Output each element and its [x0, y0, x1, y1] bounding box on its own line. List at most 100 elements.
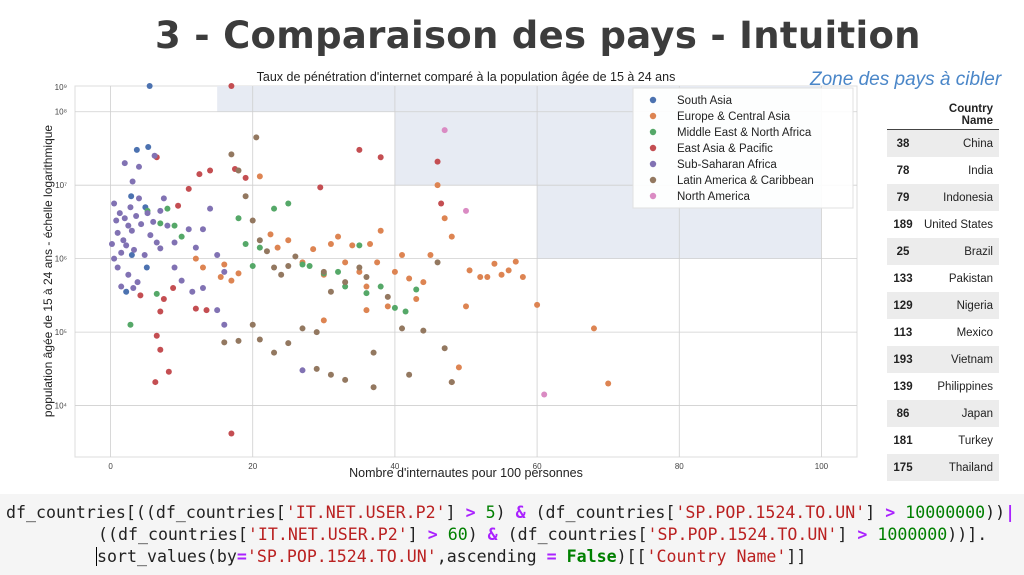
data-point	[455, 364, 462, 371]
slide-title: 3 - Comparaison des pays - Intuition	[155, 14, 921, 57]
code-cell[interactable]	[0, 494, 1024, 575]
country-name: Japan	[919, 400, 999, 427]
legend-box	[632, 87, 854, 209]
data-point	[377, 154, 384, 161]
data-point	[164, 222, 171, 229]
data-point	[299, 367, 306, 374]
code-token: )	[467, 525, 488, 544]
data-point	[138, 221, 145, 228]
code-token: 10000000	[905, 503, 986, 522]
code-token	[476, 503, 486, 522]
data-point	[171, 222, 178, 229]
data-point	[118, 249, 125, 256]
data-point	[175, 202, 182, 209]
data-point	[448, 233, 455, 240]
data-point	[123, 288, 130, 295]
data-point	[313, 329, 320, 336]
code-token: 'SP.POP.1524.TO.UN'	[647, 525, 838, 544]
data-point	[127, 321, 134, 328]
data-point	[125, 222, 132, 229]
table-row: 78 India	[887, 157, 999, 184]
data-point	[274, 244, 281, 251]
data-point	[221, 321, 228, 328]
data-point	[171, 264, 178, 271]
row-index: 133	[893, 272, 913, 285]
data-point	[221, 261, 228, 268]
data-point	[207, 205, 214, 212]
row-index: 181	[893, 434, 913, 447]
data-point	[306, 262, 313, 269]
data-point	[199, 264, 206, 271]
data-point	[242, 174, 249, 181]
data-point	[434, 259, 441, 266]
data-point	[335, 233, 342, 240]
data-point	[356, 264, 363, 271]
data-point	[349, 242, 356, 249]
data-point	[377, 283, 384, 290]
data-point	[196, 171, 203, 178]
scatter-chart: 0 20 40 60 80 100 10⁴ 10⁵ 10⁶ 10⁷ 10⁸ 10⁹ South Asi…	[41, 70, 858, 480]
data-point	[505, 267, 512, 274]
target-zone-label: Zone des pays à cibler	[810, 69, 1002, 90]
code-token: (df_countries[	[497, 525, 648, 544]
data-point	[221, 268, 228, 275]
table-row: 79 Indonesia	[887, 184, 999, 211]
data-point	[242, 240, 249, 247]
data-point	[113, 217, 120, 224]
data-point	[327, 371, 334, 378]
code-token: ]	[445, 503, 466, 522]
data-point	[157, 245, 164, 252]
data-point	[285, 200, 292, 207]
code-token: ]]	[786, 547, 807, 566]
data-point	[463, 207, 469, 214]
code-token: ))	[985, 503, 1006, 522]
y-tick-label: 10⁷	[55, 181, 67, 190]
data-point	[420, 327, 427, 334]
data-point	[342, 279, 349, 286]
data-point	[356, 268, 363, 275]
data-point	[441, 345, 448, 352]
data-point	[370, 349, 377, 356]
legend-marker	[649, 192, 657, 200]
data-point	[377, 227, 384, 234]
data-point	[534, 301, 541, 308]
data-point	[217, 274, 224, 281]
data-point	[399, 325, 406, 332]
data-point	[129, 178, 136, 185]
data-point	[477, 274, 484, 281]
table-row: 86 Japan	[887, 400, 999, 427]
data-point	[370, 384, 377, 391]
code-token: >	[857, 525, 868, 544]
data-point	[141, 251, 148, 258]
data-point	[391, 268, 398, 275]
data-point	[320, 317, 327, 324]
legend-marker	[649, 160, 657, 168]
data-point	[143, 264, 150, 271]
data-point	[285, 262, 292, 269]
data-point	[342, 259, 349, 266]
data-point	[342, 376, 349, 383]
code-token: df_countries[((df_countries[	[6, 503, 286, 522]
data-point	[374, 259, 381, 266]
data-point	[267, 231, 274, 238]
chart-title: Taux de pénétration d'internet comparé à…	[257, 70, 676, 84]
data-point	[178, 277, 185, 284]
legend-label: Europe & Central Asia	[677, 111, 791, 123]
data-point	[402, 308, 409, 315]
data-point	[235, 215, 242, 222]
row-index: 78	[896, 164, 910, 177]
code-token: 'Country Name'	[646, 547, 787, 566]
data-point	[327, 240, 334, 247]
data-point	[228, 151, 235, 158]
data-point	[157, 207, 164, 214]
legend-label: East Asia & Pacific	[677, 143, 773, 155]
row-index: 189	[893, 218, 913, 231]
x-tick-label: 20	[248, 462, 257, 471]
table-row: 38 China	[887, 129, 999, 157]
data-point	[135, 195, 142, 202]
table-row: 139 Philippines	[887, 373, 999, 400]
data-point	[285, 340, 292, 347]
data-point	[214, 251, 221, 258]
data-point	[427, 251, 434, 258]
row-index: 139	[893, 380, 913, 393]
